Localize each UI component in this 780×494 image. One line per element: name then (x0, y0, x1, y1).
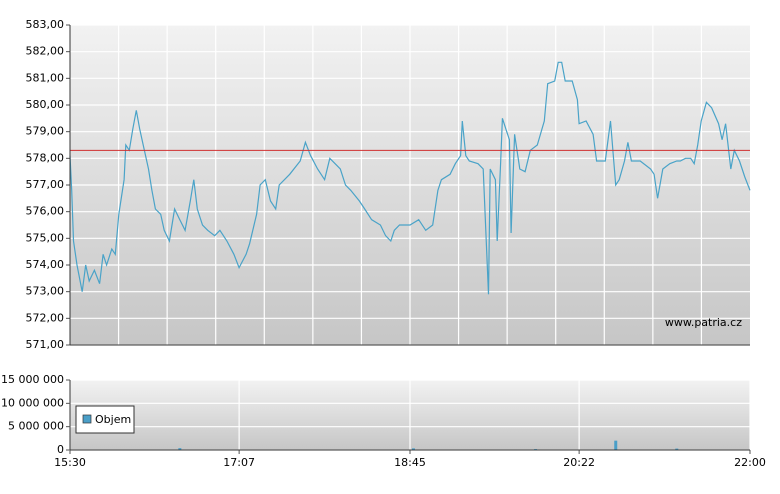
y-tick-label: 577,00 (26, 178, 65, 191)
y-tick-label: 10 000 000 (1, 396, 64, 409)
x-tick-label: 18:45 (394, 456, 426, 469)
y-tick-label: 573,00 (26, 285, 65, 298)
y-tick-label: 578,00 (26, 151, 65, 164)
x-tick-label: 20:22 (563, 456, 595, 469)
x-tick-label: 17:07 (223, 456, 255, 469)
legend-swatch (82, 414, 92, 424)
y-tick-label: 580,00 (26, 98, 65, 111)
y-tick-label: 574,00 (26, 258, 65, 271)
y-tick-label: 0 (57, 443, 64, 456)
x-tick-label: 15:30 (54, 456, 86, 469)
y-tick-label: 5 000 000 (8, 420, 64, 433)
y-tick-label: 576,00 (26, 205, 65, 218)
price-line (69, 61, 751, 295)
volume-bar (411, 448, 415, 450)
y-tick-label: 579,00 (26, 125, 65, 138)
y-tick-label: 583,00 (26, 18, 65, 31)
y-tick-label: 571,00 (26, 338, 65, 351)
y-tick-label: 15 000 000 (1, 373, 64, 386)
volume-bar (178, 448, 182, 450)
watermark: www.patria.cz (665, 316, 742, 329)
y-tick-label: 572,00 (26, 311, 65, 324)
y-tick-label: 582,00 (26, 45, 65, 58)
y-tick-label: 581,00 (26, 71, 65, 84)
volume-bar (614, 440, 618, 450)
y-tick-label: 575,00 (26, 231, 65, 244)
x-tick-label: 22:00 (734, 456, 766, 469)
legend-label: Objem (95, 413, 131, 426)
volume-bar (675, 448, 679, 450)
